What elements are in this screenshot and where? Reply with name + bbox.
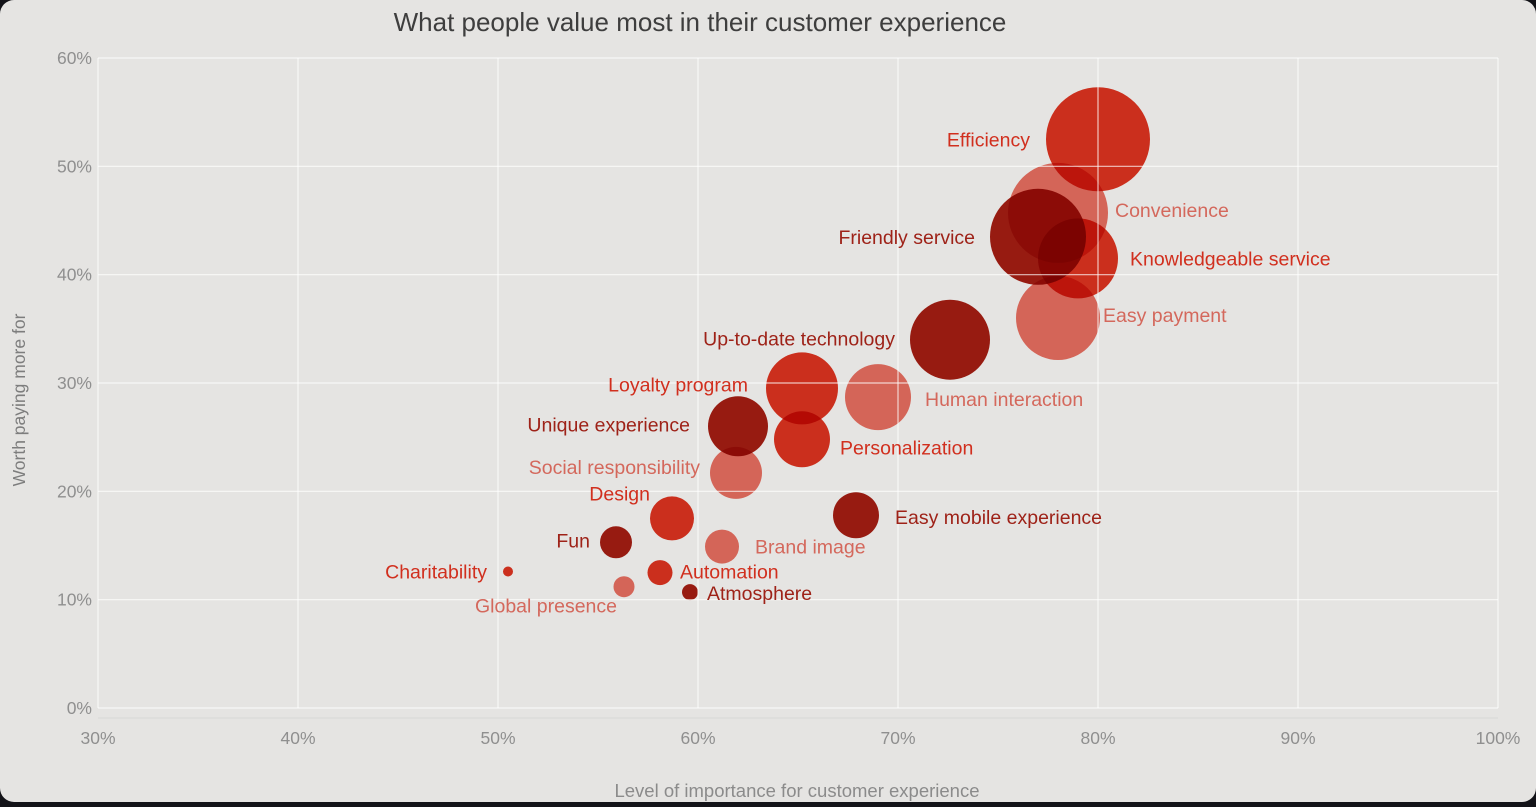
x-tick-label: 70% — [880, 728, 915, 748]
point-label-atmosphere: Atmosphere — [707, 583, 812, 605]
x-tick-label: 30% — [80, 728, 115, 748]
point-label-automation: Automation — [680, 562, 779, 584]
bubble-design[interactable] — [650, 496, 694, 541]
bubble-charitability[interactable] — [503, 566, 513, 577]
x-tick-label: 80% — [1080, 728, 1115, 748]
bubble-easy-payment[interactable] — [1016, 276, 1100, 360]
x-tick-label: 40% — [280, 728, 315, 748]
point-label-brand-image: Brand image — [755, 537, 866, 559]
bubble-human-interaction[interactable] — [845, 364, 911, 431]
point-label-unique-experience: Unique experience — [527, 414, 690, 436]
gridlines-layer — [97, 57, 1499, 719]
bubble-automation[interactable] — [647, 560, 673, 586]
bubbles-layer — [503, 87, 1150, 601]
point-label-easy-mobile-experience: Easy mobile experience — [895, 507, 1102, 529]
x-tick-label: 100% — [1476, 728, 1521, 748]
x-tick-label: 90% — [1280, 728, 1315, 748]
bubble-global-presence[interactable] — [613, 576, 635, 598]
bubble-atmosphere[interactable] — [682, 584, 698, 601]
y-tick-label: 0% — [67, 698, 92, 718]
y-tick-label: 10% — [57, 590, 92, 610]
y-tick-label: 60% — [57, 48, 92, 68]
point-label-fun: Fun — [556, 530, 590, 552]
y-tick-label: 30% — [57, 373, 92, 393]
tick-labels-layer: 30% 40% 50% 60% 70% 80% 90% 100% 0% 10% 20% 30% 40% 5… — [57, 48, 1520, 748]
point-label-knowledgeable-service: Knowledgeable service — [1130, 248, 1331, 270]
chart-title: What people value most in their customer… — [394, 7, 1007, 37]
point-label-loyalty-program: Loyalty program — [608, 374, 748, 396]
point-label-up-to-date-technology: Up-to-date technology — [703, 329, 895, 351]
point-label-global-presence: Global presence — [475, 596, 617, 618]
bubble-brand-image[interactable] — [705, 529, 739, 564]
point-label-design: Design — [589, 483, 650, 505]
point-label-personalization: Personalization — [840, 437, 973, 459]
bubble-social-responsibility[interactable] — [710, 446, 762, 499]
point-label-friendly-service: Friendly service — [838, 227, 975, 249]
point-label-social-responsibility: Social responsibility — [529, 457, 700, 479]
bubble-fun[interactable] — [600, 526, 632, 559]
y-tick-label: 20% — [57, 481, 92, 501]
y-axis-title: Worth paying more for — [9, 313, 29, 486]
x-axis-title: Level of importance for customer experie… — [614, 780, 979, 801]
y-tick-label: 40% — [57, 265, 92, 285]
bubble-up-to-date-technology[interactable] — [910, 299, 990, 380]
x-tick-label: 50% — [480, 728, 515, 748]
bubble-personalization[interactable] — [774, 411, 830, 468]
point-label-efficiency: Efficiency — [947, 129, 1030, 151]
point-labels-layer: Efficiency Convenience Friendly service Kno… — [385, 129, 1330, 617]
point-label-human-interaction: Human interaction — [925, 389, 1083, 411]
point-label-easy-payment: Easy payment — [1103, 305, 1227, 327]
y-tick-label: 50% — [57, 156, 92, 176]
bubble-unique-experience[interactable] — [708, 396, 768, 457]
point-label-convenience: Convenience — [1115, 200, 1229, 222]
bubble-easy-mobile-experience[interactable] — [833, 492, 879, 539]
x-tick-label: 60% — [680, 728, 715, 748]
point-label-charitability: Charitability — [385, 562, 487, 584]
bubble-loyalty-program[interactable] — [766, 352, 838, 425]
